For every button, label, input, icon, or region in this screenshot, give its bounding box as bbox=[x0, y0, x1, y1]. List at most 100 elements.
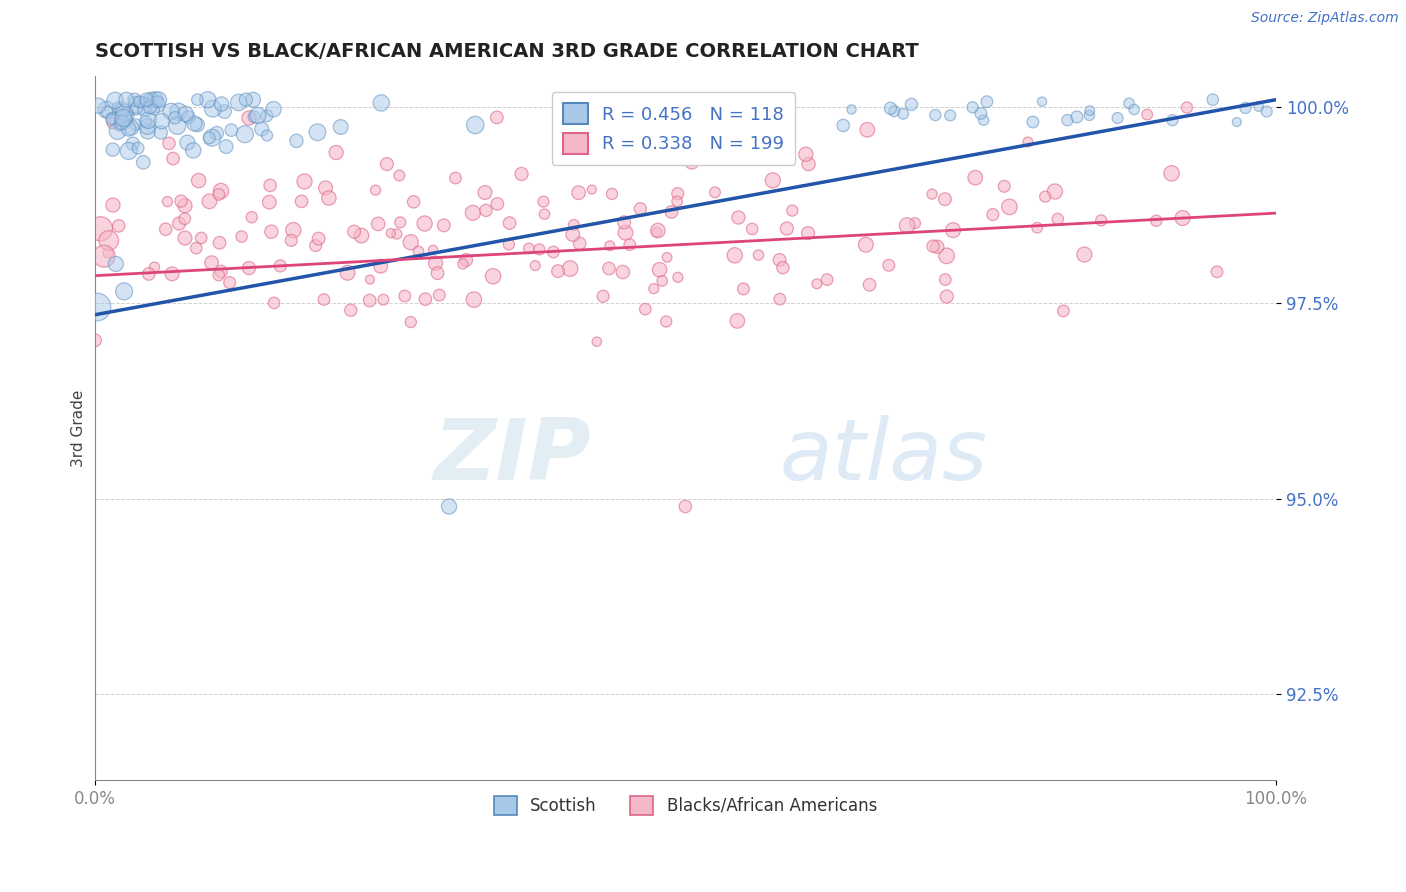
Point bbox=[263, 296, 285, 310]
Point bbox=[167, 217, 190, 231]
Point bbox=[359, 293, 381, 308]
Point bbox=[1202, 93, 1225, 107]
Point bbox=[973, 113, 995, 128]
Point bbox=[776, 221, 799, 235]
Point bbox=[167, 104, 190, 119]
Point bbox=[235, 93, 257, 107]
Point bbox=[148, 93, 170, 107]
Point bbox=[402, 194, 425, 209]
Point bbox=[645, 225, 668, 239]
Point bbox=[485, 111, 508, 125]
Point bbox=[1078, 108, 1101, 122]
Point bbox=[408, 244, 430, 259]
Point bbox=[198, 131, 221, 145]
Point bbox=[1078, 103, 1101, 118]
Point bbox=[87, 98, 110, 112]
Point bbox=[1052, 304, 1074, 318]
Point bbox=[942, 223, 965, 237]
Point bbox=[475, 203, 498, 218]
Point bbox=[797, 157, 820, 171]
Point bbox=[101, 198, 124, 212]
Point bbox=[399, 235, 422, 250]
Point bbox=[156, 194, 179, 209]
Point bbox=[733, 282, 755, 296]
Point bbox=[375, 157, 398, 171]
Point bbox=[111, 115, 134, 129]
Point bbox=[643, 282, 665, 296]
Point bbox=[104, 94, 127, 108]
Point bbox=[280, 233, 302, 247]
Point bbox=[651, 274, 673, 288]
Point bbox=[451, 257, 474, 271]
Point bbox=[858, 277, 880, 292]
Point bbox=[794, 147, 817, 161]
Point bbox=[315, 181, 337, 195]
Point bbox=[1206, 265, 1229, 279]
Point bbox=[935, 249, 957, 263]
Point bbox=[107, 124, 129, 138]
Point bbox=[139, 93, 162, 107]
Point bbox=[107, 219, 129, 233]
Point bbox=[135, 93, 157, 107]
Point bbox=[370, 95, 392, 110]
Point bbox=[200, 255, 222, 269]
Point bbox=[124, 93, 146, 107]
Text: atlas: atlas bbox=[780, 415, 988, 498]
Point bbox=[486, 197, 509, 211]
Point bbox=[304, 238, 326, 252]
Point bbox=[883, 104, 905, 119]
Point bbox=[307, 125, 329, 139]
Point bbox=[568, 186, 591, 200]
Point bbox=[208, 187, 231, 202]
Point bbox=[747, 248, 769, 262]
Point bbox=[136, 124, 159, 138]
Point bbox=[543, 245, 565, 260]
Point bbox=[187, 173, 209, 187]
Point bbox=[426, 266, 449, 280]
Point bbox=[1247, 100, 1270, 114]
Point bbox=[751, 101, 773, 115]
Point bbox=[647, 223, 669, 237]
Point bbox=[648, 262, 671, 277]
Point bbox=[437, 500, 460, 514]
Point bbox=[696, 116, 718, 130]
Point bbox=[1136, 107, 1159, 121]
Point bbox=[312, 293, 335, 307]
Point bbox=[599, 239, 621, 253]
Point bbox=[114, 113, 136, 128]
Point bbox=[186, 241, 208, 255]
Point bbox=[666, 186, 689, 201]
Point bbox=[1161, 113, 1184, 128]
Point bbox=[592, 289, 614, 303]
Point bbox=[415, 292, 437, 306]
Point bbox=[815, 272, 838, 286]
Point bbox=[329, 120, 352, 134]
Point bbox=[529, 243, 551, 257]
Point bbox=[132, 155, 155, 169]
Point bbox=[1175, 101, 1198, 115]
Point bbox=[143, 93, 166, 107]
Point bbox=[104, 257, 127, 271]
Point bbox=[107, 101, 129, 115]
Point bbox=[117, 121, 139, 136]
Point bbox=[101, 116, 124, 130]
Point bbox=[655, 251, 678, 265]
Point bbox=[1226, 115, 1249, 129]
Point bbox=[1017, 135, 1039, 149]
Point bbox=[702, 93, 724, 107]
Point bbox=[208, 268, 231, 282]
Point bbox=[628, 202, 651, 216]
Point bbox=[389, 215, 412, 229]
Point bbox=[976, 95, 998, 109]
Point bbox=[117, 144, 139, 158]
Point bbox=[778, 109, 800, 123]
Point bbox=[673, 500, 696, 514]
Point bbox=[568, 236, 591, 251]
Point bbox=[228, 95, 250, 110]
Point bbox=[84, 334, 107, 348]
Point bbox=[115, 93, 138, 107]
Point bbox=[704, 186, 727, 200]
Point bbox=[93, 249, 115, 263]
Point bbox=[613, 215, 636, 229]
Point bbox=[243, 110, 266, 124]
